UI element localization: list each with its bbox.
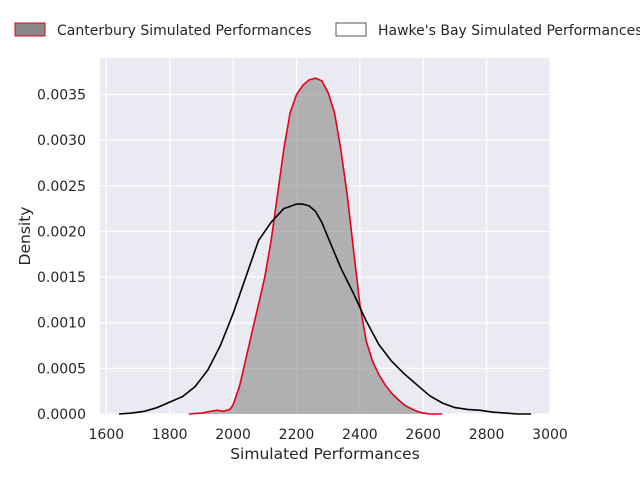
density-line-hawkes-bay bbox=[118, 203, 531, 415]
y-tick-label: 0.0025 bbox=[37, 179, 86, 195]
x-tick-label: 2400 bbox=[342, 427, 378, 443]
y-tick-label: 0.0005 bbox=[37, 361, 86, 377]
legend-swatch-canterbury bbox=[14, 22, 46, 37]
series-layer bbox=[118, 77, 531, 415]
legend-label-hawkes-bay: Hawke's Bay Simulated Performances bbox=[378, 23, 640, 39]
x-tick-label: 3000 bbox=[532, 427, 568, 443]
density-line-canterbury bbox=[188, 77, 443, 415]
x-axis-label: Simulated Performances bbox=[230, 445, 420, 463]
y-tick-label: 0.0000 bbox=[37, 407, 86, 423]
x-tick-label: 2800 bbox=[469, 427, 505, 443]
legend-label-canterbury: Canterbury Simulated Performances bbox=[57, 23, 312, 39]
y-axis-label: Density bbox=[16, 207, 34, 266]
legend: Canterbury Simulated Performances Hawke'… bbox=[14, 22, 640, 39]
x-tick-label: 2200 bbox=[279, 427, 315, 443]
x-tick-label: 2000 bbox=[215, 427, 251, 443]
y-tick-labels: 0.0000 0.0005 0.0010 0.0015 0.0020 0.0025 0.00… bbox=[37, 88, 86, 423]
x-tick-label: 1600 bbox=[89, 427, 125, 443]
y-tick-label: 0.0020 bbox=[37, 224, 86, 240]
y-tick-label: 0.0010 bbox=[37, 316, 86, 332]
y-tick-label: 0.0015 bbox=[37, 270, 86, 286]
legend-swatch-hawkes-bay bbox=[335, 22, 367, 37]
x-tick-label: 1800 bbox=[152, 427, 188, 443]
density-area-canterbury bbox=[188, 78, 443, 414]
y-tick-label: 0.0030 bbox=[37, 133, 86, 149]
x-tick-labels: 1600 1800 2000 2200 2400 2600 2800 3000 bbox=[89, 427, 568, 443]
x-tick-label: 2600 bbox=[405, 427, 441, 443]
y-tick-label: 0.0035 bbox=[37, 88, 86, 104]
